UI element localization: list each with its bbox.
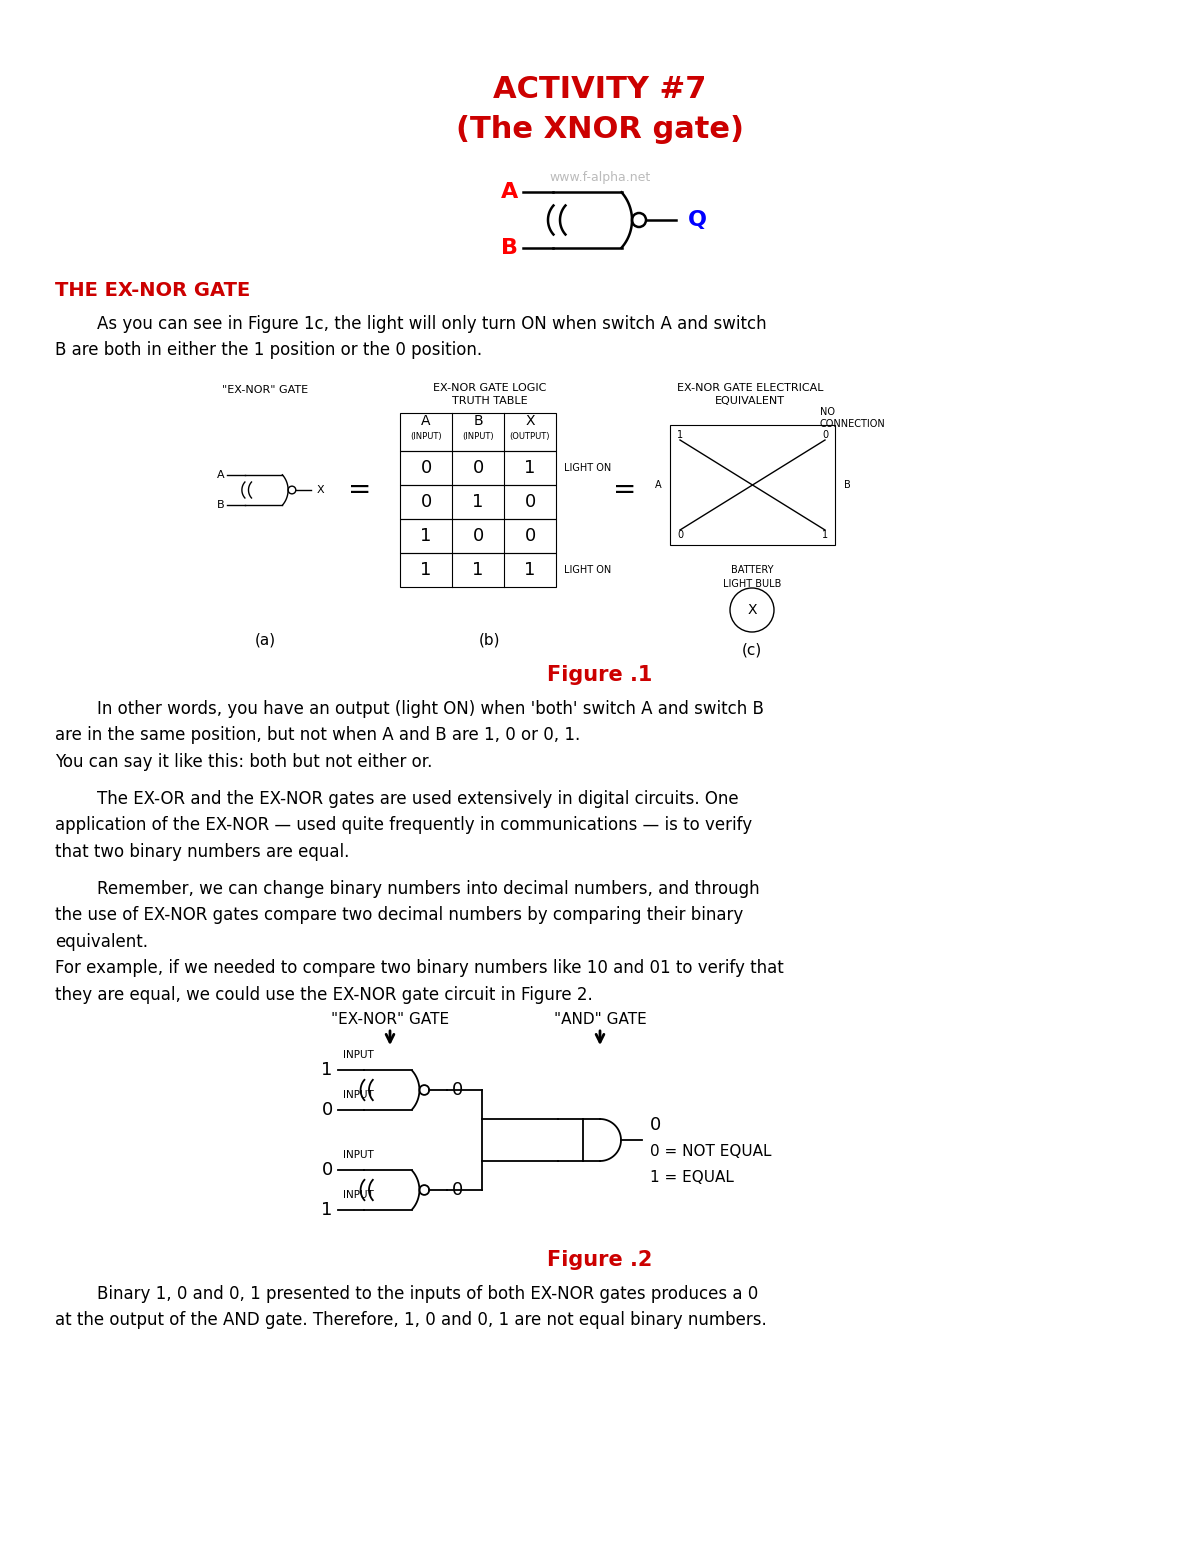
Text: A: A: [655, 480, 661, 491]
Text: 0: 0: [677, 530, 683, 540]
Text: BATTERY: BATTERY: [731, 565, 773, 575]
Text: In other words, you have an output (light ON) when 'both' switch A and switch B
: In other words, you have an output (ligh…: [55, 700, 764, 770]
Text: (OUTPUT): (OUTPUT): [510, 432, 551, 441]
Text: 1: 1: [473, 492, 484, 511]
Text: B: B: [844, 480, 851, 491]
Text: B: B: [502, 238, 518, 258]
Text: The EX-OR and the EX-NOR gates are used extensively in digital circuits. One
app: The EX-OR and the EX-NOR gates are used …: [55, 790, 752, 860]
Text: 0: 0: [822, 430, 828, 439]
Text: B: B: [473, 415, 482, 429]
Text: (INPUT): (INPUT): [462, 432, 494, 441]
Text: =: =: [613, 477, 637, 505]
Text: 0: 0: [524, 492, 535, 511]
Bar: [400, 413, 556, 450]
Text: INPUT: INPUT: [343, 1190, 373, 1199]
Text: 0: 0: [650, 1117, 661, 1134]
Text: INPUT: INPUT: [343, 1151, 373, 1160]
Bar: [400, 519, 556, 553]
Text: X: X: [317, 485, 324, 495]
Text: X: X: [748, 603, 757, 617]
Text: 1: 1: [322, 1061, 332, 1079]
Text: TRUTH TABLE: TRUTH TABLE: [452, 396, 528, 405]
Text: ACTIVITY #7: ACTIVITY #7: [493, 76, 707, 104]
Text: =: =: [348, 477, 372, 505]
Text: 1: 1: [420, 526, 432, 545]
Text: INPUT: INPUT: [343, 1050, 373, 1061]
Text: "EX-NOR" GATE: "EX-NOR" GATE: [222, 385, 308, 394]
Text: A: A: [217, 469, 224, 480]
Text: "EX-NOR" GATE: "EX-NOR" GATE: [331, 1013, 449, 1028]
Text: EX-NOR GATE LOGIC: EX-NOR GATE LOGIC: [433, 384, 547, 393]
Text: CONNECTION: CONNECTION: [820, 419, 886, 429]
Text: 1: 1: [322, 1200, 332, 1219]
Text: Remember, we can change binary numbers into decimal numbers, and through
the use: Remember, we can change binary numbers i…: [55, 881, 784, 1003]
Text: 0 = NOT EQUAL: 0 = NOT EQUAL: [650, 1145, 772, 1160]
Text: 1: 1: [524, 460, 535, 477]
Text: (b): (b): [479, 632, 500, 648]
Text: NO: NO: [820, 407, 835, 418]
Text: As you can see in Figure 1c, the light will only turn ON when switch A and switc: As you can see in Figure 1c, the light w…: [55, 315, 767, 359]
Text: 0: 0: [420, 492, 432, 511]
Text: 0: 0: [322, 1101, 332, 1118]
Text: 0: 0: [322, 1162, 332, 1179]
Text: THE EX-NOR GATE: THE EX-NOR GATE: [55, 281, 251, 300]
Text: 0: 0: [524, 526, 535, 545]
Bar: [400, 553, 556, 587]
Text: B: B: [217, 500, 224, 511]
Text: INPUT: INPUT: [343, 1090, 373, 1100]
Bar: [400, 485, 556, 519]
Text: (The XNOR gate): (The XNOR gate): [456, 115, 744, 144]
Text: EQUIVALENT: EQUIVALENT: [715, 396, 785, 405]
Text: 1: 1: [822, 530, 828, 540]
Text: "AND" GATE: "AND" GATE: [553, 1013, 647, 1028]
Text: 0: 0: [451, 1081, 463, 1100]
Text: A: A: [502, 182, 518, 202]
Text: A: A: [421, 415, 431, 429]
Text: 1 = EQUAL: 1 = EQUAL: [650, 1171, 734, 1185]
Text: Binary 1, 0 and 0, 1 presented to the inputs of both EX-NOR gates produces a 0
a: Binary 1, 0 and 0, 1 presented to the in…: [55, 1284, 767, 1329]
Text: LIGHT ON: LIGHT ON: [564, 463, 611, 474]
Text: LIGHT ON: LIGHT ON: [564, 565, 611, 575]
Text: Figure .1: Figure .1: [547, 665, 653, 685]
Text: 0: 0: [473, 526, 484, 545]
Text: 1: 1: [473, 561, 484, 579]
Text: 1: 1: [677, 430, 683, 439]
Text: EX-NOR GATE ELECTRICAL: EX-NOR GATE ELECTRICAL: [677, 384, 823, 393]
Text: 0: 0: [473, 460, 484, 477]
Bar: [400, 450, 556, 485]
Text: X: X: [526, 415, 535, 429]
Text: www.f-alpha.net: www.f-alpha.net: [550, 171, 650, 185]
Text: (a): (a): [254, 632, 276, 648]
Text: Figure .2: Figure .2: [547, 1250, 653, 1270]
Text: (c): (c): [742, 643, 762, 657]
Text: LIGHT BULB: LIGHT BULB: [722, 579, 781, 589]
Text: Q: Q: [688, 210, 707, 230]
Text: (INPUT): (INPUT): [410, 432, 442, 441]
Text: 0: 0: [451, 1180, 463, 1199]
Text: 0: 0: [420, 460, 432, 477]
Bar: [670, 426, 835, 545]
Text: 1: 1: [420, 561, 432, 579]
Text: 1: 1: [524, 561, 535, 579]
